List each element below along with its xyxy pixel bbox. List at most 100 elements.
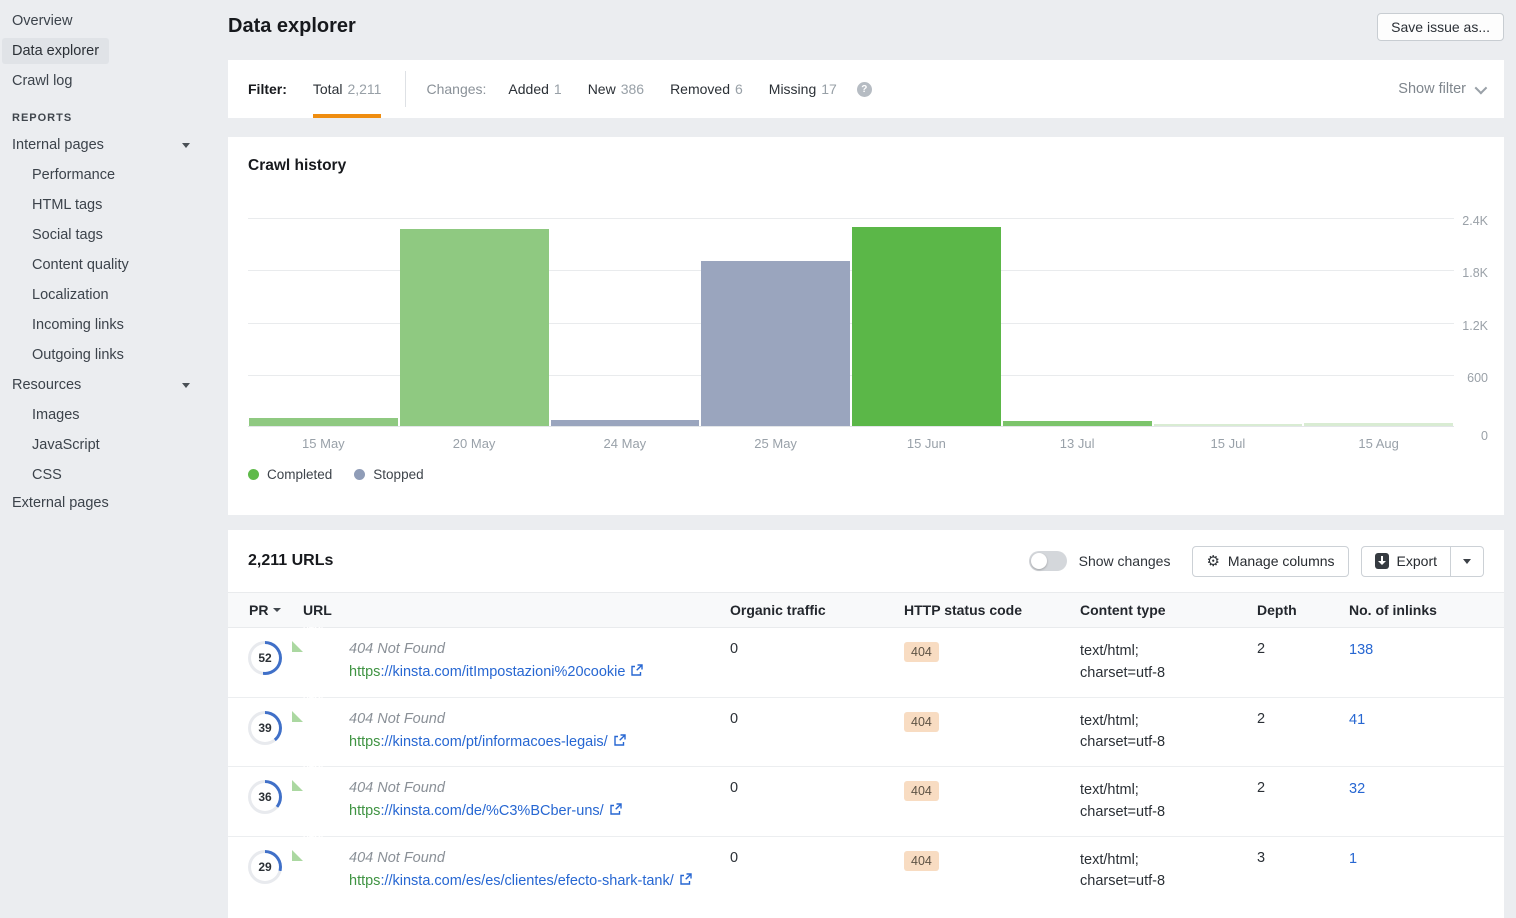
- file-type-cell: HTML: [303, 850, 349, 894]
- site-audit-data-explorer: { "sidebar": { "top_items": [ { "label":…: [0, 0, 1516, 918]
- show-changes-label: Show changes: [1079, 553, 1171, 569]
- inlinks-link[interactable]: 138: [1349, 642, 1373, 658]
- sidebar-item-outgoing-links[interactable]: Outgoing links: [22, 340, 134, 370]
- filter-change-tabs: Added 1 New 386 Removed 6 Missing 17 ?: [508, 60, 871, 118]
- column-header-pr[interactable]: PR: [228, 602, 303, 618]
- url-link[interactable]: https://kinsta.com/de/%C3%BCber-uns/: [349, 803, 604, 819]
- y-tick-label: 0: [1456, 429, 1488, 443]
- content-type-cell: text/html; charset=utf-8: [1080, 711, 1257, 755]
- manage-columns-button[interactable]: ⚙ Manage columns: [1192, 546, 1348, 577]
- filter-tab-new-label: New: [588, 81, 616, 97]
- table-row: 36 HTML 404 Not Found https://kinsta.com…: [228, 767, 1504, 837]
- chevron-down-icon: [182, 143, 190, 148]
- sidebar-item-external-pages[interactable]: External pages: [2, 490, 119, 516]
- sidebar-item-crawl-log[interactable]: Crawl log: [2, 68, 82, 94]
- pr-value: 29: [258, 860, 271, 874]
- sidebar-item-html-tags[interactable]: HTML tags: [22, 190, 112, 220]
- inlinks-link[interactable]: 32: [1349, 781, 1365, 797]
- column-header-http-status[interactable]: HTTP status code: [904, 602, 1080, 618]
- inlinks-cell: 32: [1349, 780, 1504, 824]
- chart-bar-15-may[interactable]: [249, 418, 398, 426]
- filter-tab-new[interactable]: New 386: [588, 60, 644, 118]
- status-badge: 404: [904, 851, 939, 871]
- chart-bar-25-may[interactable]: [701, 261, 850, 426]
- chart-bar-15-jul[interactable]: [1154, 424, 1303, 426]
- pr-ring: 36: [248, 780, 282, 814]
- filter-tab-missing[interactable]: Missing 17: [769, 60, 837, 118]
- page-header: Data explorer Save issue as...: [228, 0, 1504, 60]
- filter-tab-added[interactable]: Added 1: [508, 60, 561, 118]
- x-tick-label: 15 Aug: [1303, 436, 1454, 451]
- sidebar-item-internal-pages[interactable]: Internal pages: [2, 130, 206, 160]
- sidebar-item-css[interactable]: CSS: [22, 460, 72, 490]
- pr-value: 39: [258, 721, 271, 735]
- save-issue-as-button[interactable]: Save issue as...: [1377, 13, 1504, 41]
- urls-table-card: 2,211 URLs Show changes ⚙ Manage columns…: [228, 530, 1504, 918]
- sidebar-internal-pages-label: Internal pages: [12, 137, 104, 153]
- external-link-icon[interactable]: [630, 664, 643, 677]
- external-link-icon[interactable]: [679, 873, 692, 886]
- legend-item-completed[interactable]: Completed: [248, 467, 332, 482]
- chart-bar-15-aug[interactable]: [1304, 423, 1453, 426]
- filter-bar: Filter: Total 2,211 Changes: Added 1 New…: [228, 60, 1504, 118]
- toolbar-actions: Show changes ⚙ Manage columns Export: [1029, 546, 1484, 577]
- filter-tab-total[interactable]: Total 2,211: [313, 60, 382, 118]
- export-button[interactable]: Export: [1361, 546, 1451, 577]
- export-label: Export: [1397, 553, 1437, 569]
- url-link[interactable]: https://kinsta.com/itImpostazioni%20cook…: [349, 664, 625, 680]
- sidebar-item-data-explorer[interactable]: Data explorer: [2, 38, 109, 64]
- depth-cell: 2: [1257, 711, 1349, 755]
- crawl-history-plot: 2.4K1.8K1.2K6000: [248, 218, 1454, 427]
- external-link-icon[interactable]: [613, 734, 626, 747]
- chart-bar-20-may[interactable]: [400, 229, 549, 426]
- sidebar-item-resources[interactable]: Resources: [2, 370, 206, 400]
- chart-bar-24-may[interactable]: [551, 420, 700, 426]
- sidebar-item-javascript[interactable]: JavaScript: [22, 430, 110, 460]
- inlinks-cell: 41: [1349, 711, 1504, 755]
- filter-divider: [405, 71, 406, 107]
- column-header-inlinks[interactable]: No. of inlinks: [1349, 602, 1504, 618]
- organic-traffic-cell: 0: [730, 850, 904, 894]
- inlinks-link[interactable]: 1: [1349, 851, 1357, 867]
- show-changes-toggle[interactable]: [1029, 551, 1067, 571]
- sidebar-item-localization[interactable]: Localization: [22, 280, 119, 310]
- chart-bar-13-jul[interactable]: [1003, 421, 1152, 426]
- export-download-icon: [1375, 553, 1389, 569]
- legend-label: Stopped: [373, 467, 423, 482]
- chevron-down-icon: [1475, 81, 1488, 94]
- chevron-down-icon: [1463, 559, 1471, 564]
- status-badge: 404: [904, 712, 939, 732]
- column-header-organic-traffic[interactable]: Organic traffic: [730, 602, 904, 618]
- sidebar: Overview Data explorer Crawl log REPORTS…: [0, 8, 214, 520]
- chart-legend: Completed Stopped: [248, 467, 1484, 482]
- sidebar-item-overview[interactable]: Overview: [2, 8, 82, 34]
- filter-label: Filter:: [248, 81, 287, 97]
- show-filter-button[interactable]: Show filter: [1398, 81, 1484, 97]
- sidebar-item-incoming-links[interactable]: Incoming links: [22, 310, 134, 340]
- crawl-history-card: Crawl history 2.4K1.8K1.2K6000 15 May20 …: [228, 137, 1504, 515]
- filter-tab-added-count: 1: [554, 81, 562, 97]
- inlinks-link[interactable]: 41: [1349, 712, 1365, 728]
- legend-item-stopped[interactable]: Stopped: [354, 467, 423, 482]
- sidebar-item-performance[interactable]: Performance: [22, 160, 125, 190]
- filter-tab-removed[interactable]: Removed 6: [670, 60, 743, 118]
- column-header-url[interactable]: URL: [303, 602, 730, 618]
- x-tick-label: 20 May: [399, 436, 550, 451]
- content-type-cell: text/html; charset=utf-8: [1080, 641, 1257, 685]
- sidebar-item-content-quality[interactable]: Content quality: [22, 250, 139, 280]
- column-header-depth[interactable]: Depth: [1257, 602, 1349, 618]
- external-link-icon[interactable]: [609, 803, 622, 816]
- help-icon[interactable]: ?: [857, 82, 872, 97]
- chart-bar-15-jun[interactable]: [852, 227, 1001, 426]
- sidebar-item-social-tags[interactable]: Social tags: [22, 220, 113, 250]
- pr-ring: 39: [248, 711, 282, 745]
- pr-ring: 29: [248, 850, 282, 884]
- column-header-content-type[interactable]: Content type: [1080, 602, 1257, 618]
- export-caret-button[interactable]: [1451, 546, 1484, 577]
- http-status-cell: 404: [904, 711, 1080, 755]
- url-link[interactable]: https://kinsta.com/es/es/clientes/efecto…: [349, 873, 674, 889]
- url-cell: 404 Not Found https://kinsta.com/de/%C3%…: [349, 780, 730, 824]
- content-type-cell: text/html; charset=utf-8: [1080, 850, 1257, 894]
- url-link[interactable]: https://kinsta.com/pt/informacoes-legais…: [349, 734, 608, 750]
- sidebar-item-images[interactable]: Images: [22, 400, 90, 430]
